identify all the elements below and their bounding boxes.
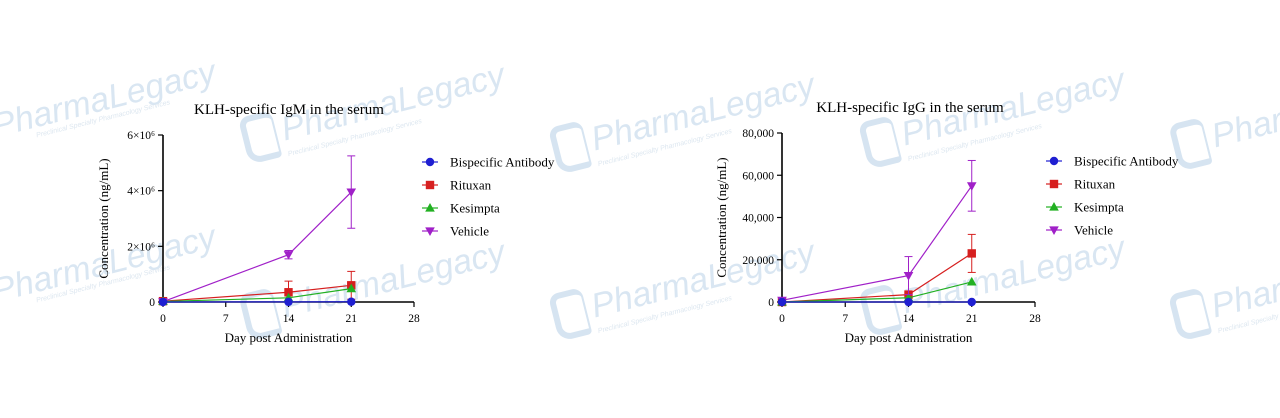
legend-label: Rituxan [1074,177,1116,192]
data-point [283,251,294,260]
data-point [966,276,977,286]
x-tick-label: 28 [408,313,420,325]
y-tick-label: 20,000 [742,255,774,267]
legend-label: Vehicle [450,224,489,239]
legend-marker [425,227,435,236]
x-tick-label: 21 [346,313,358,325]
x-tick-label: 0 [779,313,785,325]
legend-label: Kesimpta [1074,200,1124,215]
legend-marker [1049,179,1059,189]
y-tick-label: 2×10⁶ [127,241,155,253]
x-tick-label: 7 [842,313,848,325]
series-line [781,185,973,301]
x-axis-label: Day post Administration [225,330,353,345]
y-tick-label: 6×10⁶ [127,130,155,142]
data-point [284,288,293,297]
x-tick-label: 7 [223,313,229,325]
x-tick-label: 28 [1029,313,1041,325]
data-point [346,188,357,198]
y-tick-label: 0 [768,297,774,309]
y-tick-label: 4×10⁶ [127,186,155,198]
x-tick-label: 14 [283,313,295,325]
data-point [777,297,787,307]
chart-title: KLH-specific IgM in the serum [194,102,384,118]
legend-label: Bispecific Antibody [450,155,555,170]
data-point [966,182,977,191]
y-tick-label: 0 [149,297,155,309]
series-line [781,281,972,303]
x-tick-label: 14 [903,313,915,325]
legend-label: Kesimpta [450,201,500,216]
y-axis-label: Concentration (ng/mL) [714,157,729,277]
data-point [903,271,914,281]
legend-marker [1049,202,1059,211]
data-point [284,297,293,307]
legend-marker [425,180,435,190]
series-line [162,191,352,303]
y-tick-label: 60,000 [742,170,774,182]
data-point [967,297,976,307]
series-vehicle [158,155,357,307]
data-point [158,297,168,307]
data-point [967,249,976,258]
data-point [347,297,356,306]
legend-label: Bispecific Antibody [1074,154,1179,169]
legend-marker [1049,226,1059,235]
legend-marker [1049,156,1059,166]
legend-label: Vehicle [1074,223,1113,238]
x-tick-label: 21 [966,313,978,325]
y-tick-label: 40,000 [742,213,774,225]
chart-title: KLH-specific IgG in the serum [816,100,1004,116]
y-tick-label: 80,000 [742,128,774,140]
legend: Bispecific Antibody Rituxan Kesimpta Vehicl… [1046,154,1179,238]
series-bispecific-antibody [777,297,976,307]
data-point [346,283,357,293]
data-point [904,297,913,307]
legend-label: Rituxan [450,178,492,193]
legend: Bispecific Antibody Rituxan Kesimpta Vehicl… [422,155,555,239]
series-bispecific-antibody [158,297,356,307]
legend-marker [425,157,435,167]
x-axis-label: Day post Administration [845,330,973,345]
x-tick-label: 0 [160,313,166,325]
chart-igg: KLH-specific IgG in the serum 0 20,000 40,0… [714,100,1179,345]
y-axis-label: Concentration (ng/mL) [96,158,111,278]
series-vehicle [777,159,977,306]
legend-marker [425,203,435,212]
chart-igm: KLH-specific IgM in the serum 0 2×10⁶ 4×10⁶… [96,102,555,345]
